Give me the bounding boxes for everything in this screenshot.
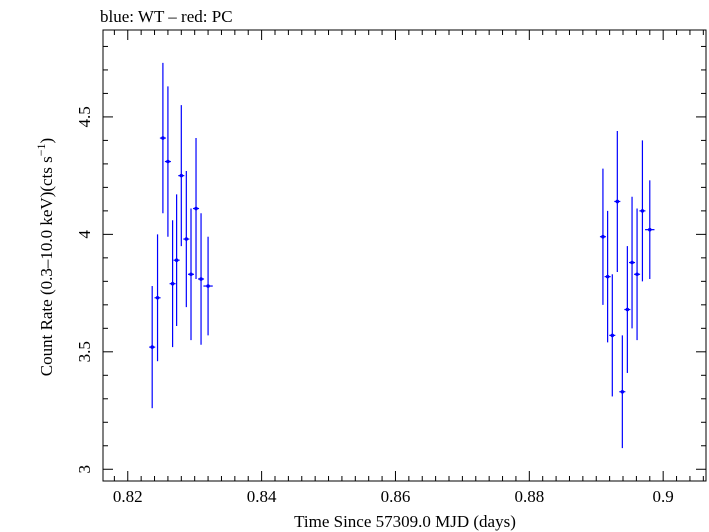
data-point — [178, 105, 185, 247]
data-point — [619, 335, 626, 449]
data-marker — [601, 234, 605, 239]
data-marker — [206, 284, 210, 288]
data-marker — [170, 281, 175, 286]
data-point — [599, 168, 606, 305]
data-point — [193, 138, 200, 279]
data-marker — [184, 237, 189, 241]
data-marker — [620, 389, 625, 394]
data-point — [159, 62, 166, 214]
data-point — [154, 234, 161, 362]
data-point — [169, 220, 176, 348]
data-point — [639, 140, 646, 282]
y-tick-label: 4 — [75, 230, 94, 239]
data-point — [187, 208, 195, 341]
data-point — [604, 210, 611, 343]
data-marker — [625, 307, 630, 312]
y-axis-ticks: 3 3.5 4 4.5 — [75, 45, 706, 474]
data-marker — [615, 199, 620, 204]
data-point — [614, 131, 621, 272]
data-marker — [179, 173, 184, 178]
y-tick-label: 3.5 — [75, 341, 94, 362]
y-axis-label: Count Rate (0.3–10.0 keV)(cts s−1) — [34, 138, 56, 376]
data-marker — [640, 209, 645, 213]
data-marker — [155, 295, 160, 300]
data-marker — [161, 136, 165, 140]
x-axis-ticks: 0.82 0.84 0.86 0.88 0.9 — [113, 30, 704, 506]
data-point — [183, 170, 190, 308]
data-point — [149, 286, 156, 409]
data-point — [173, 194, 180, 326]
plot-frame — [102, 29, 707, 482]
data-point — [609, 274, 616, 397]
data-marker — [630, 260, 634, 265]
x-tick-label: 0.82 — [113, 487, 143, 506]
x-tick-label: 0.88 — [514, 487, 544, 506]
x-axis-label: Time Since 57309.0 MJD (days) — [294, 512, 516, 531]
data-marker — [199, 277, 203, 281]
x-tick-label: 0.86 — [381, 487, 411, 506]
y-tick-label: 3 — [75, 465, 94, 474]
data-marker — [194, 206, 198, 211]
data-point — [164, 86, 171, 237]
y-axis-label-tail: ) — [37, 138, 56, 144]
data-point — [624, 246, 631, 373]
data-marker — [189, 272, 193, 277]
data-points — [149, 62, 655, 449]
y-axis-label-superscript: −1 — [34, 143, 48, 156]
data-point — [634, 208, 641, 341]
y-tick-label: 4.5 — [75, 106, 94, 127]
data-marker — [150, 345, 154, 349]
y-axis-label-main: Count Rate (0.3–10.0 keV)(cts s — [37, 156, 56, 376]
data-marker — [635, 272, 639, 277]
data-point — [203, 236, 213, 336]
data-point — [645, 180, 655, 279]
x-tick-label: 0.9 — [653, 487, 674, 506]
data-marker — [647, 227, 652, 232]
x-tick-label: 0.84 — [247, 487, 277, 506]
data-marker — [610, 333, 615, 338]
chart-title: blue: WT – red: PC — [100, 7, 233, 26]
data-point — [629, 196, 636, 329]
data-point — [198, 213, 205, 345]
data-marker — [605, 274, 610, 279]
data-marker — [166, 159, 170, 164]
data-marker — [174, 258, 179, 262]
